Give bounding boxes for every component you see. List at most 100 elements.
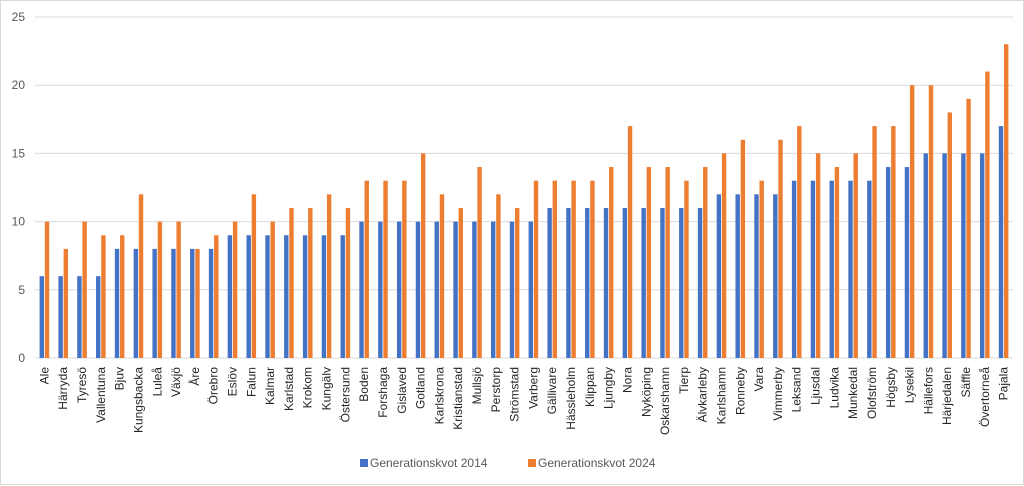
bar-2014 bbox=[848, 180, 853, 358]
x-category-label: Klippan bbox=[583, 367, 597, 407]
x-category-label: Karlskrona bbox=[432, 367, 446, 425]
x-category-label: Tyresö bbox=[75, 367, 89, 403]
bar-2014 bbox=[547, 207, 552, 358]
bar-2014 bbox=[152, 248, 157, 358]
bar-2014 bbox=[39, 276, 45, 358]
bar-2014 bbox=[641, 207, 646, 358]
bar-2014 bbox=[735, 194, 740, 358]
bar-2024 bbox=[345, 207, 351, 358]
x-category-label: Karlshamn bbox=[714, 367, 728, 424]
y-tick-label: 25 bbox=[12, 10, 26, 24]
bar-2024 bbox=[853, 153, 858, 358]
bar-2024 bbox=[176, 221, 181, 358]
x-category-label: Hällefors bbox=[921, 367, 935, 414]
bar-2024 bbox=[402, 180, 407, 358]
y-axis-ticks: 0 5 10 15 20 25 bbox=[12, 10, 26, 365]
bar-2024 bbox=[214, 235, 219, 358]
bar-2014 bbox=[434, 221, 439, 358]
bar-2014 bbox=[190, 248, 195, 358]
x-category-label: Östersund bbox=[338, 367, 352, 422]
x-category-label: Hässleholm bbox=[564, 367, 578, 430]
x-category-label: Nora bbox=[620, 367, 634, 393]
bar-2024 bbox=[665, 167, 670, 358]
bar-2024 bbox=[909, 85, 915, 358]
bar-2024 bbox=[420, 153, 426, 358]
x-category-label: Ale bbox=[37, 367, 51, 385]
x-category-label: Högsby bbox=[884, 367, 898, 408]
bar-2014 bbox=[885, 167, 891, 358]
bar-2024 bbox=[966, 98, 971, 358]
bar-2024 bbox=[590, 180, 595, 358]
bar-2014 bbox=[754, 194, 759, 358]
x-category-label: Bjuv bbox=[113, 367, 127, 390]
bar-2024 bbox=[63, 248, 69, 358]
bar-2014 bbox=[566, 207, 571, 358]
x-category-label: Perstorp bbox=[489, 367, 503, 413]
bar-2024 bbox=[815, 153, 821, 358]
x-category-label: Älvkarleby bbox=[696, 367, 710, 422]
bar-2014 bbox=[622, 207, 628, 358]
bar-2024 bbox=[101, 235, 106, 358]
x-category-label: Strömstad bbox=[508, 367, 522, 422]
bar-2024 bbox=[439, 194, 445, 358]
bar-2024 bbox=[157, 221, 163, 358]
bar-2014 bbox=[923, 153, 928, 358]
x-category-label: Kungälv bbox=[320, 367, 334, 410]
bar-2014 bbox=[340, 235, 345, 358]
bar-2024 bbox=[514, 207, 520, 358]
bar-2014 bbox=[321, 235, 327, 358]
bars bbox=[39, 44, 1009, 359]
bar-2024 bbox=[778, 139, 783, 358]
bar-2014 bbox=[660, 207, 665, 358]
bar-2014 bbox=[979, 153, 985, 358]
bar-2014 bbox=[791, 180, 797, 358]
x-category-label: Oskarshamn bbox=[658, 367, 672, 435]
bar-2014 bbox=[378, 221, 383, 358]
bar-2024 bbox=[684, 180, 689, 358]
x-category-label: Ludvika bbox=[827, 367, 841, 409]
bar-2014 bbox=[133, 248, 139, 358]
x-category-label: Karlstad bbox=[282, 367, 296, 411]
bar-2024 bbox=[740, 139, 746, 358]
bar-2014 bbox=[208, 248, 214, 358]
x-category-label: Krokom bbox=[301, 367, 315, 408]
bar-2024 bbox=[759, 180, 764, 358]
bar-2024 bbox=[496, 194, 501, 358]
x-category-label: Luleå bbox=[150, 367, 164, 397]
legend-swatch-2014 bbox=[360, 459, 368, 467]
bar-2014 bbox=[603, 207, 609, 358]
bar-2024 bbox=[289, 207, 294, 358]
x-category-label: Munkedal bbox=[846, 367, 860, 419]
x-category-label: Pajala bbox=[997, 367, 1011, 401]
bar-2024 bbox=[383, 180, 388, 358]
x-category-label: Härryda bbox=[56, 367, 70, 410]
x-category-label: Gotland bbox=[414, 367, 428, 409]
bar-2024 bbox=[609, 167, 614, 358]
x-category-label: Gällivare bbox=[545, 367, 559, 415]
bar-2024 bbox=[308, 207, 313, 358]
y-tick-label: 0 bbox=[18, 351, 25, 365]
bar-2024 bbox=[834, 167, 840, 358]
x-category-label: Växjö bbox=[169, 367, 183, 397]
bar-2024 bbox=[251, 194, 257, 358]
bar-2024 bbox=[364, 180, 369, 358]
x-category-label: Vimmerby bbox=[771, 367, 785, 421]
bar-2014 bbox=[998, 126, 1004, 359]
bar-2024 bbox=[270, 221, 275, 358]
bar-2014 bbox=[246, 235, 251, 358]
x-category-label: Eslöv bbox=[225, 367, 239, 396]
bar-2014 bbox=[265, 235, 270, 358]
bar-2014 bbox=[716, 194, 722, 358]
bar-2024 bbox=[1003, 44, 1009, 358]
bar-2024 bbox=[985, 71, 990, 358]
bar-2024 bbox=[646, 167, 652, 358]
bar-2014 bbox=[810, 180, 816, 358]
x-category-label: Vara bbox=[752, 367, 766, 392]
x-category-label: Kristianstad bbox=[451, 367, 465, 430]
x-category-label: Falun bbox=[244, 367, 258, 397]
x-category-label: Övertorneå bbox=[978, 367, 992, 427]
bar-2024 bbox=[44, 221, 50, 358]
x-category-label: Nyköping bbox=[639, 367, 653, 417]
x-category-label: Örebro bbox=[207, 367, 221, 405]
